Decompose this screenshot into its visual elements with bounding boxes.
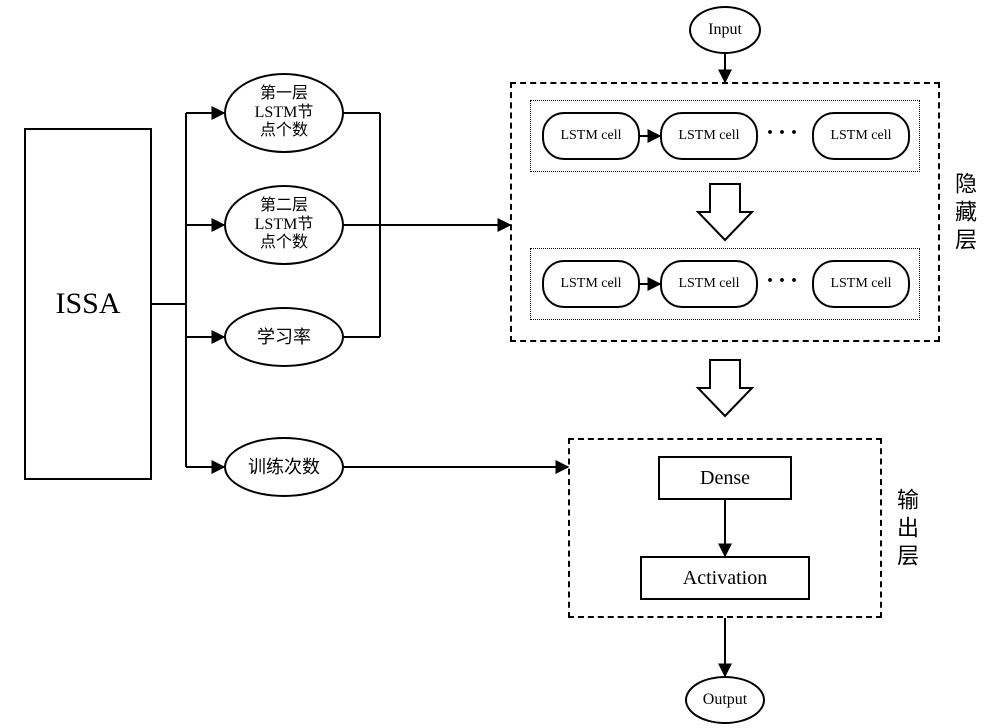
- dense-box: Dense: [658, 456, 792, 500]
- lstm-cell-r1c3: LSTM cell: [812, 112, 910, 160]
- issa-box: ISSA: [24, 128, 152, 480]
- param-layer1-nodes: 第一层 LSTM节 点个数: [224, 73, 344, 153]
- params-to-hidden: [344, 113, 510, 337]
- lstm-cell-label: LSTM cell: [678, 276, 739, 292]
- block-arrow-hidden-to-out: [698, 360, 752, 416]
- hidden-layer-label: 隐藏层: [948, 154, 980, 274]
- param1-label: 第一层 LSTM节 点个数: [255, 85, 314, 140]
- lstm-cell-r1c2: LSTM cell: [660, 112, 758, 160]
- issa-label: ISSA: [55, 287, 120, 321]
- dense-label: Dense: [700, 467, 750, 490]
- output-node: Output: [685, 676, 765, 724]
- lstm-cell-label: LSTM cell: [830, 276, 891, 292]
- activation-box: Activation: [640, 556, 810, 600]
- param-learning-rate: 学习率: [224, 307, 344, 367]
- param3-label: 学习率: [257, 327, 311, 348]
- param2-label: 第二层 LSTM节 点个数: [255, 197, 314, 252]
- lstm-cell-label: LSTM cell: [830, 128, 891, 144]
- activation-label: Activation: [683, 567, 767, 590]
- param4-label: 训练次数: [248, 457, 320, 478]
- dots-row2: ···: [766, 268, 802, 295]
- lstm-cell-r1c1: LSTM cell: [542, 112, 640, 160]
- param-layer2-nodes: 第二层 LSTM节 点个数: [224, 185, 344, 265]
- lstm-cell-label: LSTM cell: [678, 128, 739, 144]
- lstm-cell-label: LSTM cell: [560, 128, 621, 144]
- dots-row1: ···: [766, 120, 802, 147]
- lstm-cell-r2c1: LSTM cell: [542, 260, 640, 308]
- hidden-layer-label-text: 隐藏层: [948, 172, 980, 256]
- lstm-cell-r2c3: LSTM cell: [812, 260, 910, 308]
- issa-fanout: [152, 113, 224, 467]
- output-layer-label: 输出层: [890, 470, 922, 590]
- input-label: Input: [708, 21, 742, 39]
- param-epochs: 训练次数: [224, 437, 344, 497]
- dots-text: ···: [766, 120, 802, 146]
- output-label: Output: [703, 691, 747, 709]
- output-layer-label-text: 输出层: [890, 488, 922, 572]
- dots-text: ···: [766, 268, 802, 294]
- lstm-cell-label: LSTM cell: [560, 276, 621, 292]
- lstm-cell-r2c2: LSTM cell: [660, 260, 758, 308]
- input-node: Input: [689, 6, 761, 54]
